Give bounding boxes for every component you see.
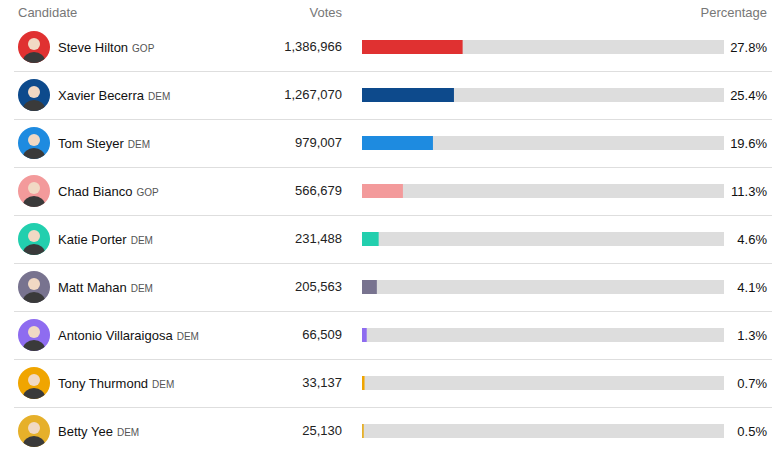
html-text:Steve Hilton GOP: Steve Hilton GOP <box>58 40 155 55</box>
svg-text:25.4%: 25.4% <box>730 88 767 103</box>
html-text:205,563: 205,563 <box>295 279 342 294</box>
svg-text:0.5%: 0.5% <box>737 424 767 439</box>
html-text:Percentage: Percentage <box>700 5 767 20</box>
html-text:Antonio Villaraigosa DEM: Antonio Villaraigosa DEM <box>58 328 199 343</box>
html-text:66,509: 66,509 <box>302 327 342 342</box>
html-text:1,267,070: 1,267,070 <box>284 87 342 102</box>
html-text:1,386,966: 1,386,966 <box>284 39 342 54</box>
svg-text:27.8%: 27.8% <box>730 40 767 55</box>
svg-text:11.3%: 11.3% <box>731 184 767 199</box>
svg-text:1.3%: 1.3% <box>737 328 767 343</box>
svg-text:19.6%: 19.6% <box>730 136 767 151</box>
svg-text:0.7%: 0.7% <box>737 376 767 391</box>
html-text:979,007: 979,007 <box>295 135 342 150</box>
html-text:Betty Yee DEM: Betty Yee DEM <box>58 424 140 439</box>
html-text:Votes: Votes <box>309 5 342 20</box>
html-text:Tom Steyer DEM: Tom Steyer DEM <box>58 136 150 151</box>
html-text:231,488: 231,488 <box>295 231 342 246</box>
html-text:Katie Porter DEM: Katie Porter DEM <box>58 232 153 247</box>
html-text:Tony Thurmond DEM: Tony Thurmond DEM <box>58 376 175 391</box>
html-text:Matt Mahan DEM: Matt Mahan DEM <box>58 280 153 295</box>
svg-text:4.6%: 4.6% <box>737 232 767 247</box>
html-text:25,130: 25,130 <box>302 423 342 438</box>
html-text:566,679: 566,679 <box>295 183 342 198</box>
svg-text:4.1%: 4.1% <box>737 280 767 295</box>
html-text:33,137: 33,137 <box>302 375 342 390</box>
html-text:Candidate: Candidate <box>18 5 78 20</box>
html-text:Chad Bianco GOP: Chad Bianco GOP <box>58 184 159 199</box>
html-text:Xavier Becerra DEM: Xavier Becerra DEM <box>58 88 171 103</box>
